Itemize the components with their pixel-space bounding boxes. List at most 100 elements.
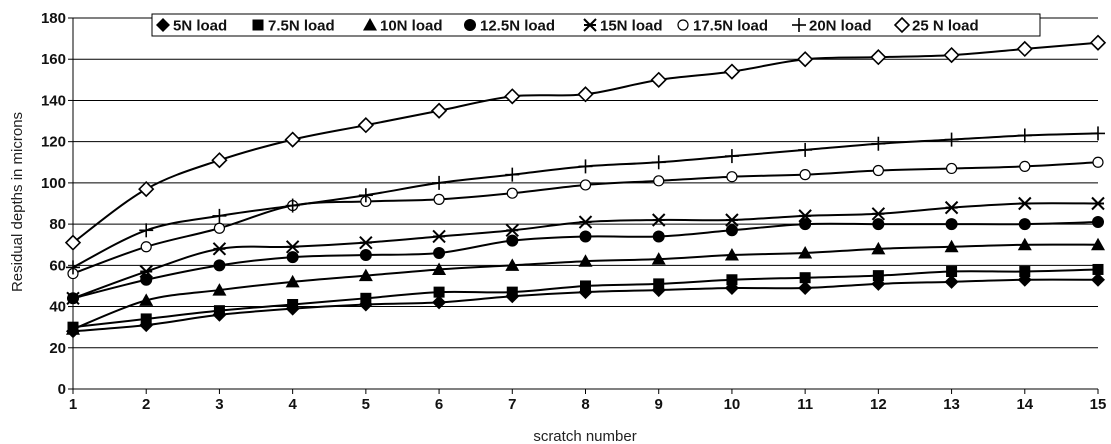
data-point [433,286,445,298]
data-point [1092,216,1104,229]
data-point [799,218,812,231]
data-point [140,273,153,286]
data-point [799,272,811,284]
data-point [212,242,227,256]
data-point [799,169,811,181]
data-point [797,51,814,68]
data-point [506,234,519,247]
data-point [723,63,741,80]
data-point [653,175,665,187]
legend-label: 5N load [173,18,227,35]
data-point [944,132,959,147]
legend-item: 7.5N load [252,18,335,35]
series-5 [67,156,1104,280]
data-point [1091,272,1105,287]
y-tick-label: 100 [41,175,66,192]
data-point [580,280,591,292]
data-point [432,262,447,275]
data-point [432,295,447,310]
data-point [578,159,593,174]
data-point [359,235,373,250]
data-point [798,281,813,296]
y-tick-label: 160 [41,51,66,68]
data-point [433,193,445,205]
data-point [1017,237,1032,251]
data-point [725,224,738,237]
x-tick-label: 12 [870,396,887,413]
data-point [946,266,958,278]
legend-item: 15N load [583,18,663,35]
data-point [871,207,886,221]
data-point [798,209,812,223]
x-tick-label: 11 [797,396,813,413]
data-point [432,229,446,244]
data-point [1092,156,1104,168]
series-2 [66,237,1105,335]
data-point [464,19,476,31]
data-point [66,322,80,335]
legend-label: 15N load [600,18,663,35]
x-tick-label: 8 [581,396,589,413]
data-point [358,268,373,282]
data-point [677,19,689,31]
data-point [66,260,80,275]
data-point [943,46,960,64]
data-point [287,298,299,310]
data-point [360,292,372,304]
y-tick-label: 40 [49,299,66,316]
data-point [651,252,666,265]
data-point [724,248,739,261]
series-line [72,41,1099,244]
data-point [579,179,592,191]
x-tick-label: 9 [655,396,663,413]
data-point [944,200,959,215]
data-point [871,136,886,151]
data-point [726,274,738,286]
data-point [506,187,518,199]
data-point [138,180,155,198]
x-tick-label: 3 [215,396,223,413]
series-7 [64,34,1107,251]
data-point [505,258,520,271]
data-point [792,18,806,32]
y-tick-label: 0 [58,381,66,398]
y-tick-label: 60 [49,257,66,274]
legend-item: 12.5N load [464,18,555,35]
data-point [212,208,227,223]
data-point [213,305,225,317]
legend-item: 20N load [792,18,872,35]
axes [68,17,1099,394]
series-4 [66,196,1105,306]
data-point [285,274,300,288]
x-tick-label: 14 [1016,396,1033,413]
data-point [285,240,300,254]
data-point [1091,237,1105,251]
data-point [579,230,592,243]
data-point [1019,160,1031,172]
legend-item: 10N load [363,18,443,35]
data-point [583,18,597,32]
data-point [139,293,154,306]
x-axis-title: scratch number [533,428,636,444]
data-point [505,167,520,182]
data-point [1091,126,1105,141]
data-point [64,234,82,251]
data-point [211,152,228,169]
x-tick-label: 7 [508,396,516,413]
data-point [944,239,959,253]
y-tick-label: 20 [49,340,66,357]
data-point [66,291,80,306]
legend-item: 25 N load [893,16,979,35]
data-point [725,213,739,227]
legend-label: 17.5N load [693,18,768,35]
data-point [650,71,667,88]
x-tick-label: 4 [288,396,297,413]
data-point [577,86,594,103]
data-point [798,245,813,259]
x-tick-label: 1 [69,396,77,413]
data-point [1092,263,1104,275]
data-point [1089,34,1107,51]
series-6 [66,126,1105,275]
data-point [872,270,884,282]
